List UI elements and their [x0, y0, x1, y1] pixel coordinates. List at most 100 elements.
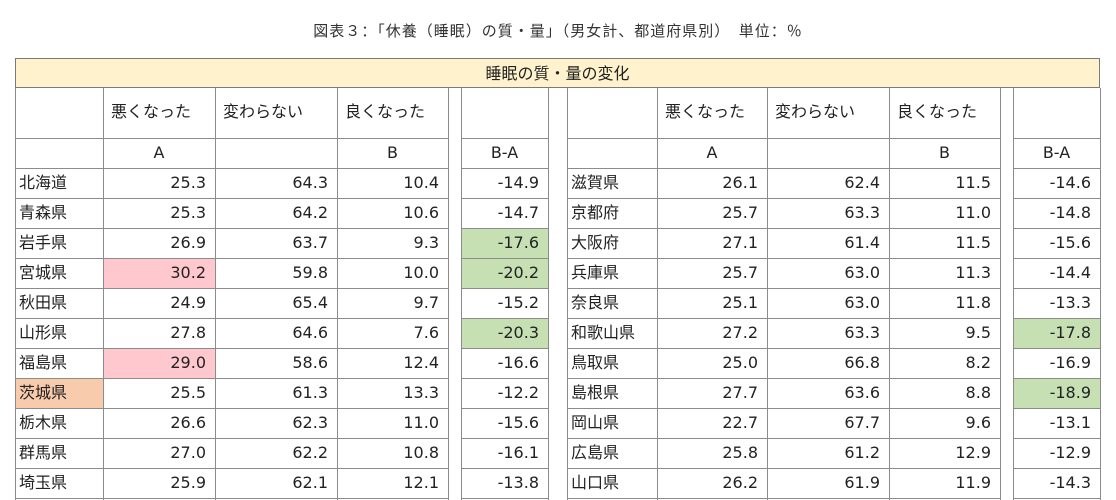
- grid-line: [15, 468, 448, 469]
- right-value-ba: -15.6: [1049, 233, 1091, 252]
- left-value-a: 25.3: [170, 173, 206, 192]
- left-header-better: 良くなった: [345, 102, 426, 121]
- left-prefecture-name: 北海道: [19, 173, 68, 192]
- grid-line: [1013, 288, 1100, 289]
- right-value-a: 26.1: [722, 173, 758, 192]
- right-value-same: 67.7: [844, 413, 880, 432]
- grid-line: [567, 138, 1000, 139]
- right-value-b: 11.0: [955, 203, 991, 222]
- right-value-same: 62.4: [844, 173, 880, 192]
- grid-line: [15, 438, 448, 439]
- grid-line: [567, 318, 1000, 319]
- left-value-same: 58.6: [292, 353, 328, 372]
- grid-line: [461, 138, 548, 139]
- grid-line: [567, 378, 1000, 379]
- grid-line: [461, 198, 548, 199]
- right-value-ba: -14.8: [1049, 203, 1091, 222]
- right-value-a: 25.7: [722, 203, 758, 222]
- right-value-b: 8.8: [965, 383, 991, 402]
- sleep-quality-table: 睡眠の質・量の変化 悪くなった 変わらない 良くなった A B B-A 北海道 25.3 64.…: [15, 58, 1101, 500]
- left-value-ba: -17.6: [461, 228, 548, 258]
- left-value-same: 64.6: [292, 323, 328, 342]
- grid-line: [567, 228, 1000, 229]
- right-prefecture-name: 山口県: [571, 473, 620, 492]
- figure-caption: 図表３：「休養（睡眠）の質・量」（男女計、都道府県別） 単位：％: [313, 22, 803, 40]
- left-value-b: 10.0: [403, 263, 439, 282]
- grid-line: [567, 438, 1000, 439]
- right-value-ba: -14.4: [1049, 263, 1091, 282]
- left-value-same: 62.3: [292, 413, 328, 432]
- table-banner: 睡眠の質・量の変化: [15, 58, 1100, 88]
- grid-line: [567, 408, 1000, 409]
- grid-line: [15, 198, 448, 199]
- right-prefecture-name: 奈良県: [571, 293, 620, 312]
- left-value-ba: -12.2: [497, 383, 539, 402]
- left-value-a: 26.9: [170, 233, 206, 252]
- left-value-ba: -16.6: [497, 353, 539, 372]
- right-prefecture-name: 島根県: [571, 383, 620, 402]
- left-prefecture-name: 埼玉県: [19, 473, 68, 492]
- grid-line: [15, 288, 448, 289]
- left-value-same: 62.1: [292, 473, 328, 492]
- left-value-ba: -14.9: [497, 173, 539, 192]
- right-header-b: B: [939, 143, 950, 162]
- grid-line: [1000, 88, 1001, 500]
- grid-line: [461, 468, 548, 469]
- grid-line: [657, 88, 658, 500]
- left-value-same: 64.3: [292, 173, 328, 192]
- left-value-same: 65.4: [292, 293, 328, 312]
- left-value-b: 7.6: [413, 323, 439, 342]
- left-value-a: 25.9: [170, 473, 206, 492]
- right-value-same: 61.9: [844, 473, 880, 492]
- left-header-a: A: [153, 143, 165, 162]
- grid-line: [15, 228, 448, 229]
- grid-line: [1013, 438, 1100, 439]
- right-value-same: 61.4: [844, 233, 880, 252]
- left-value-ba: -20.2: [461, 258, 548, 288]
- right-header-ba: B-A: [1042, 143, 1071, 162]
- left-value-b: 10.6: [403, 203, 439, 222]
- grid-line: [567, 88, 568, 500]
- grid-line: [15, 348, 448, 349]
- right-value-ba: -13.1: [1049, 413, 1091, 432]
- left-value-ba: -14.7: [497, 203, 539, 222]
- right-value-a: 27.1: [722, 233, 758, 252]
- grid-line: [15, 498, 448, 499]
- grid-line: [567, 288, 1000, 289]
- grid-line: [1013, 88, 1014, 500]
- grid-line: [15, 88, 16, 500]
- grid-line: [567, 348, 1000, 349]
- left-value-b: 11.0: [403, 413, 439, 432]
- grid-line: [1013, 138, 1100, 139]
- right-value-same: 66.8: [844, 353, 880, 372]
- left-prefecture-name: 福島県: [19, 353, 68, 372]
- right-prefecture-name: 広島県: [571, 443, 620, 462]
- right-value-same: 63.0: [844, 263, 880, 282]
- grid-line: [567, 258, 1000, 259]
- right-value-ba: -14.6: [1049, 173, 1091, 192]
- grid-line: [15, 168, 448, 169]
- right-prefecture-name: 和歌山県: [571, 323, 636, 342]
- right-prefecture-name: 京都府: [571, 203, 620, 222]
- left-prefecture-name: 岩手県: [19, 233, 68, 252]
- grid-line: [767, 88, 768, 500]
- left-prefecture-name: 栃木県: [19, 413, 68, 432]
- grid-line: [567, 468, 1000, 469]
- left-value-same: 61.3: [292, 383, 328, 402]
- left-value-b: 9.3: [413, 233, 439, 252]
- grid-line: [548, 88, 549, 500]
- left-value-b: 12.4: [403, 353, 439, 372]
- left-prefecture-name: 青森県: [19, 203, 68, 222]
- right-value-same: 63.0: [844, 293, 880, 312]
- right-prefecture-name: 岡山県: [571, 413, 620, 432]
- left-value-a: 27.8: [170, 323, 206, 342]
- right-value-ba: -14.3: [1049, 473, 1091, 492]
- right-value-b: 12.9: [955, 443, 991, 462]
- left-value-ba: -15.6: [497, 413, 539, 432]
- grid-line: [461, 498, 548, 499]
- right-value-same: 63.6: [844, 383, 880, 402]
- grid-line: [461, 258, 548, 259]
- left-value-same: 62.2: [292, 443, 328, 462]
- grid-line: [1013, 258, 1100, 259]
- left-value-a: 29.0: [103, 348, 215, 378]
